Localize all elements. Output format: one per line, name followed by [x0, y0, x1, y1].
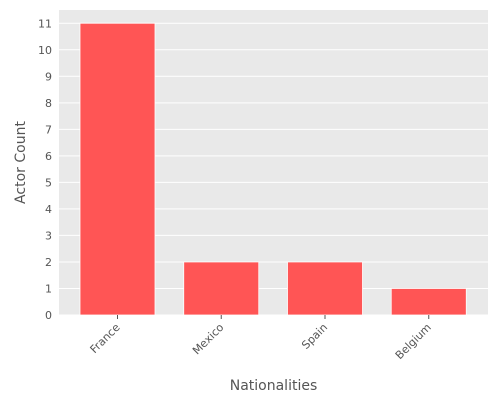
y-tick-label: 2 [45, 256, 52, 269]
bars [79, 22, 467, 316]
y-tick-label: 9 [45, 70, 52, 83]
x-tick-label-belgium: Belgium [393, 321, 434, 362]
y-axis-ticks: 0 1 2 3 4 5 6 7 8 9 10 11 [38, 17, 52, 322]
bar-mexico [183, 261, 260, 316]
x-tick-label-spain: Spain [299, 321, 330, 352]
y-tick-label: 3 [45, 229, 52, 242]
x-axis-ticks: France Mexico Spain Belgium [88, 315, 434, 362]
y-tick-label: 5 [45, 176, 52, 189]
y-tick-label: 6 [45, 150, 52, 163]
bar-france [79, 22, 156, 316]
y-tick-label: 0 [45, 309, 52, 322]
y-tick-label: 1 [45, 282, 52, 295]
x-tick-label-mexico: Mexico [190, 321, 227, 358]
y-tick-label: 7 [45, 123, 52, 136]
bar-belgium [390, 288, 467, 316]
x-tick-label-france: France [88, 321, 123, 356]
y-tick-label: 4 [45, 203, 52, 216]
bar-spain [287, 261, 363, 316]
y-tick-label: 8 [45, 97, 52, 110]
y-tick-label: 11 [38, 17, 52, 30]
x-axis-label: Nationalities [230, 378, 318, 394]
y-tick-label: 10 [38, 44, 52, 57]
y-axis-label: Actor Count [13, 121, 29, 204]
